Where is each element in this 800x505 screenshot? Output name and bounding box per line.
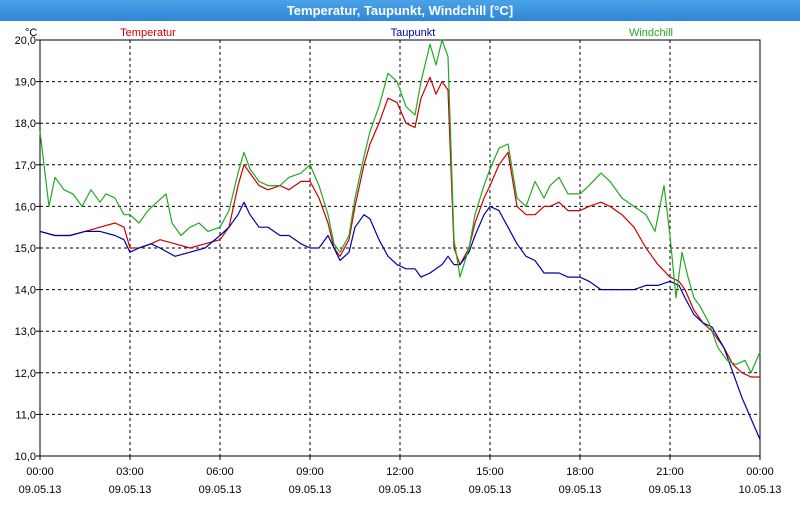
chart-area: 10,0 11,0 12,0 13,0 14,0 15,0 16,0 17,0 18,0 19,0… <box>0 21 800 500</box>
series-line-taupunkt <box>39 201 761 440</box>
x-tick-date-label: 10.05.13 <box>739 484 782 496</box>
x-tick-time-label: 00:00 <box>26 466 54 478</box>
y-tick-label: 12,0 <box>15 368 36 380</box>
x-tick-date-label: 09.05.13 <box>289 484 332 496</box>
x-tick-time-label: 18:00 <box>566 466 594 478</box>
y-tick-label: 15,0 <box>15 243 36 255</box>
x-tick-time-label: 21:00 <box>656 466 684 478</box>
window-title: Temperatur, Taupunkt, Windchill [°C] <box>0 0 800 21</box>
x-tick-date-label: 09.05.13 <box>109 484 152 496</box>
y-tick-label: 19,0 <box>15 77 36 89</box>
x-tick-date-label: 09.05.13 <box>379 484 422 496</box>
x-tick-date-label: 09.05.13 <box>469 484 512 496</box>
y-axis-unit: °C <box>25 27 37 39</box>
x-tick-time-label: 15:00 <box>476 466 504 478</box>
x-tick-time-label: 03:00 <box>116 466 144 478</box>
y-tick-label: 11,0 <box>15 409 36 421</box>
y-tick-label: 20,0 <box>15 35 36 47</box>
x-tick-date-label: 09.05.13 <box>559 484 602 496</box>
y-tick-label: 10,0 <box>15 451 36 463</box>
series-line-windchill <box>39 39 761 374</box>
y-tick-label: 17,0 <box>15 160 36 172</box>
legend-taupunkt: Taupunkt <box>391 27 436 39</box>
legend-temperatur: Temperatur <box>120 27 176 39</box>
x-tick-date-label: 09.05.13 <box>199 484 242 496</box>
series-line-temperatur <box>39 76 760 378</box>
line-chart: 10,0 11,0 12,0 13,0 14,0 15,0 16,0 17,0 18,0 19,0… <box>15 27 782 496</box>
y-tick-label: 14,0 <box>15 285 36 297</box>
x-tick-time-label: 12:00 <box>386 466 414 478</box>
y-tick-label: 13,0 <box>15 326 36 338</box>
x-tick-date-label: 09.05.13 <box>19 484 62 496</box>
x-tick-time-label: 06:00 <box>206 466 234 478</box>
x-tick-time-label: 09:00 <box>296 466 324 478</box>
legend-windchill: Windchill <box>629 27 673 39</box>
x-tick-date-label: 09.05.13 <box>649 484 692 496</box>
x-tick-time-label: 00:00 <box>746 466 774 478</box>
y-tick-label: 16,0 <box>15 201 36 213</box>
y-tick-label: 18,0 <box>15 118 36 130</box>
